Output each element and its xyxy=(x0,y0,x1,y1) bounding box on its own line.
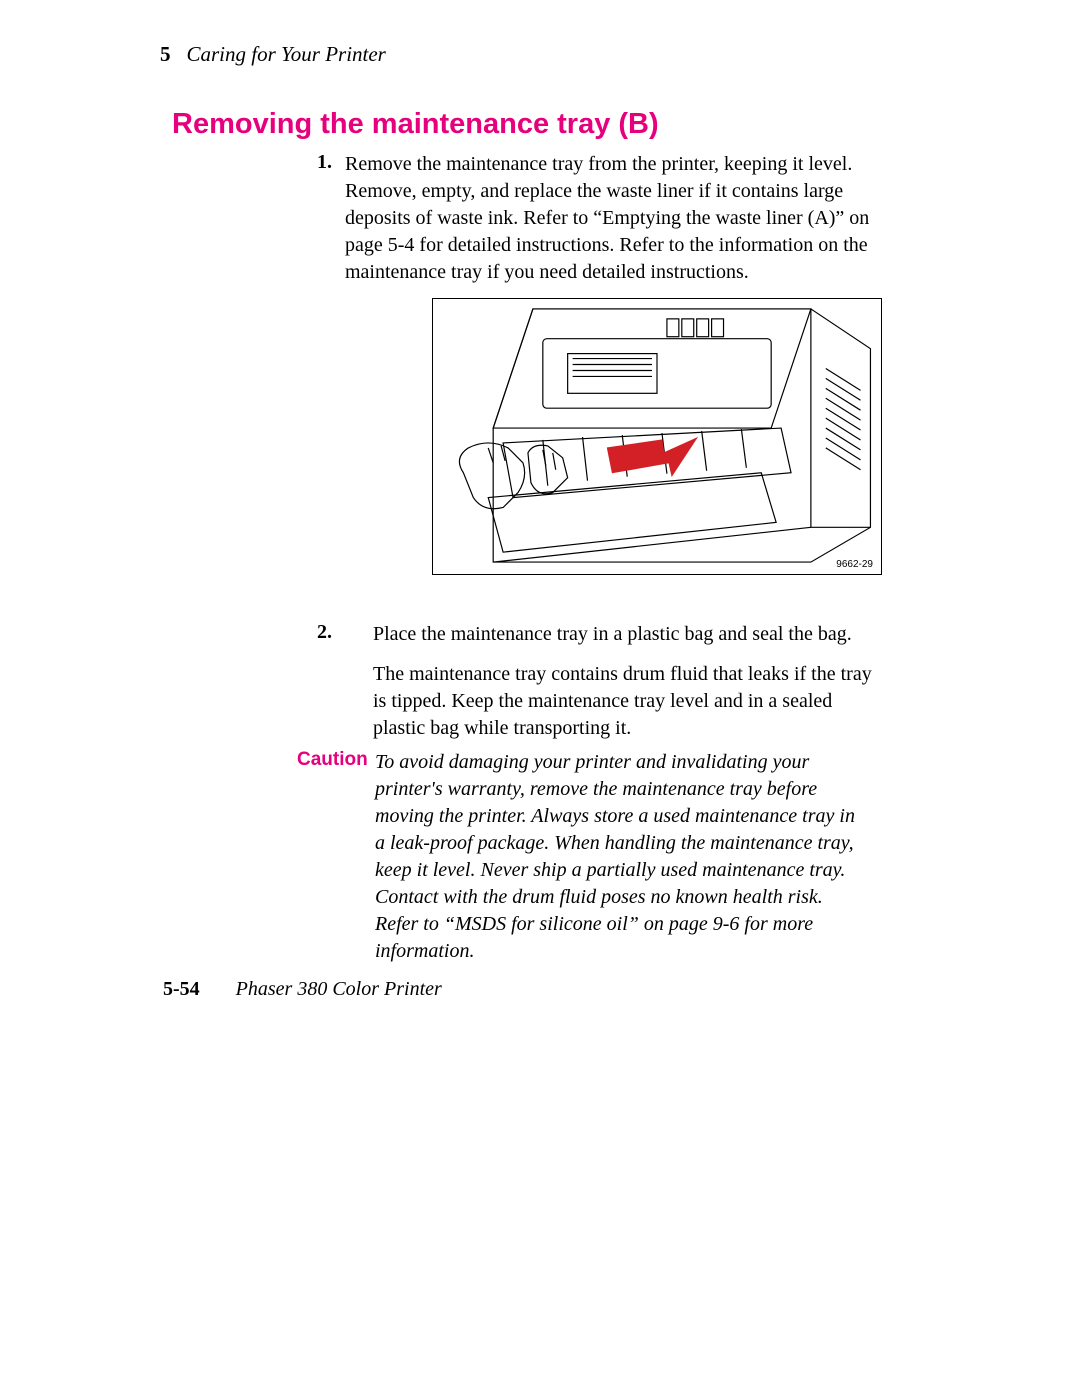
footer-title: Phaser 380 Color Printer xyxy=(236,978,442,1001)
page-footer: 5-54 Phaser 380 Color Printer xyxy=(163,978,442,1001)
step-2: 2. Place the maintenance tray in a plast… xyxy=(345,621,875,648)
chapter-title: Caring for Your Printer xyxy=(187,42,386,67)
page-number: 5-54 xyxy=(163,978,200,1001)
step-1-text: Remove the maintenance tray from the pri… xyxy=(345,151,875,286)
chapter-number: 5 xyxy=(160,42,171,67)
step-1: 1. Remove the maintenance tray from the … xyxy=(345,151,875,286)
printer-illustration xyxy=(433,299,881,574)
page-header: 5 Caring for Your Printer xyxy=(160,42,386,67)
step-1-number: 1. xyxy=(317,151,332,174)
printer-figure: 9662-29 xyxy=(432,298,882,575)
step-2-number: 2. xyxy=(317,621,332,644)
caution-label: Caution xyxy=(297,749,371,771)
figure-label: 9662-29 xyxy=(836,559,873,570)
caution-block: Caution To avoid damaging your printer a… xyxy=(297,749,875,965)
caution-text: To avoid damaging your printer and inval… xyxy=(375,749,869,965)
step-2-text: Place the maintenance tray in a plastic … xyxy=(373,621,875,648)
removal-arrow-icon xyxy=(607,438,696,476)
step-2-paragraph: The maintenance tray contains drum fluid… xyxy=(373,661,875,742)
section-heading: Removing the maintenance tray (B) xyxy=(172,108,659,141)
